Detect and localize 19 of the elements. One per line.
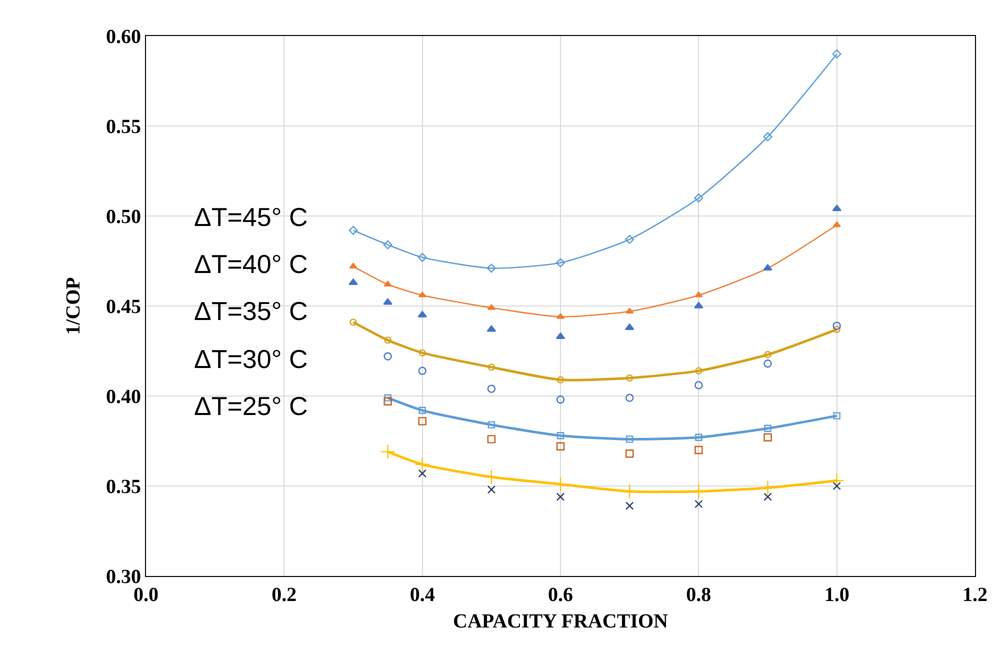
annotation: ΔT=40° C [194,249,308,279]
x-tick-label: 0.2 [272,584,297,606]
y-tick-label: 0.50 [106,206,141,228]
x-tick-label: 0.4 [410,584,435,606]
x-tick-label: 0.8 [686,584,712,606]
annotation: ΔT=25° C [194,391,308,421]
x-tick-label: 1.2 [962,584,988,606]
y-axis-title: 1/COP [62,277,84,335]
y-tick-label: 0.40 [106,386,141,408]
y-tick-label: 0.45 [106,296,141,318]
annotation: ΔT=35° C [194,296,308,326]
y-tick-label: 0.55 [106,116,141,138]
x-tick-label: 1.0 [824,584,850,606]
x-axis-title: CAPACITY FRACTION [453,610,669,632]
y-tick-label: 0.35 [106,476,141,498]
annotation: ΔT=30° C [194,344,308,374]
annotation: ΔT=45° C [194,202,308,232]
x-tick-label: 0.6 [548,584,573,606]
y-tick-label: 0.60 [106,26,141,48]
